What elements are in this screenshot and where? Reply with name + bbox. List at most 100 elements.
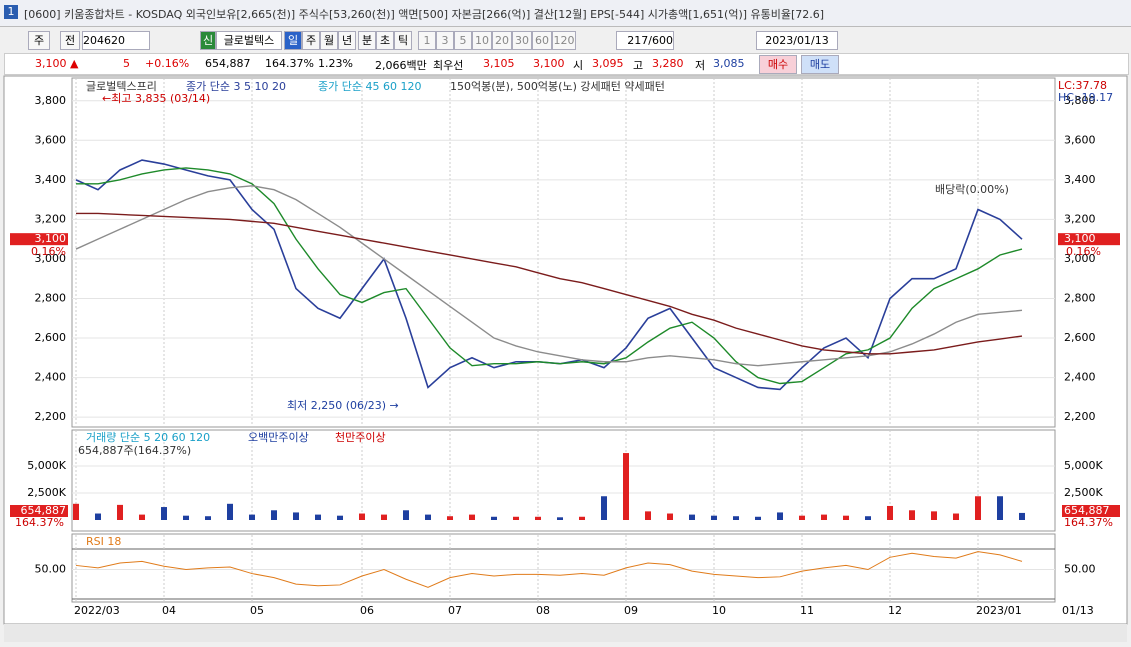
year-tab[interactable]: 년 xyxy=(338,31,356,50)
toolbar: 주 전 204620 신 글로벌텍스 일 주 월 년 분 초 틱 1 3 5 1… xyxy=(0,28,1131,52)
scrollbar[interactable] xyxy=(4,624,1127,642)
y-tick-label-right: 2,400 xyxy=(1064,371,1096,384)
series-line xyxy=(75,551,1023,588)
current-price-box xyxy=(10,233,68,246)
rsi-panel xyxy=(71,533,1056,603)
volume-bar xyxy=(491,516,497,520)
volume-bar xyxy=(95,513,101,520)
change: 5 xyxy=(123,57,130,70)
high: 3,280 xyxy=(652,57,684,70)
interval-20[interactable]: 20 xyxy=(492,31,512,50)
volume-bar xyxy=(887,505,893,520)
volume-bar xyxy=(1019,512,1025,520)
volume-legend: 천만주이상 xyxy=(335,430,386,444)
low-label: 저 xyxy=(695,59,706,72)
current-volume-right: 654,887 xyxy=(1064,504,1110,517)
price-panel xyxy=(71,77,1056,428)
count-input[interactable]: 217/600 xyxy=(616,31,674,50)
y-tick-label-right: 3,200 xyxy=(1064,212,1096,225)
y-tick-label: 3,600 xyxy=(35,133,67,146)
x-tick-label: 09 xyxy=(624,604,638,617)
y-tick-label-right: 2,600 xyxy=(1064,331,1096,344)
high-note: ←최고 3,835 (03/14) xyxy=(102,92,210,105)
volume-bar xyxy=(359,513,365,520)
y-tick-label: 3,200 xyxy=(35,212,67,225)
prev-button[interactable]: 전 xyxy=(60,31,80,50)
volume-subtitle: 654,887주(164.37%) xyxy=(78,444,191,457)
amount: 2,066백만 xyxy=(375,59,427,72)
volume-bar xyxy=(227,503,233,520)
y-tick-label-right: 3,000 xyxy=(1064,252,1096,265)
y-tick-label: 2,800 xyxy=(35,291,67,304)
x-tick-label: 08 xyxy=(536,604,550,617)
volume-bar xyxy=(953,513,959,520)
volume-bar xyxy=(513,516,519,520)
x-tick-label: 10 xyxy=(712,604,726,617)
volume-bar xyxy=(447,516,453,520)
rsi-title: RSI 18 xyxy=(86,535,121,548)
y-tick-label: 2,200 xyxy=(35,410,67,423)
volume: 654,887 xyxy=(205,57,251,70)
y-tick-label: 2,500K xyxy=(27,486,66,499)
volume-bar xyxy=(249,514,255,520)
interval-120[interactable]: 120 xyxy=(552,31,576,50)
interval-1[interactable]: 1 xyxy=(418,31,436,50)
y-tick-label: 2,600 xyxy=(35,331,67,344)
volume-bar xyxy=(975,496,981,520)
hc-label: HC:-19.17 xyxy=(1058,91,1113,104)
y-tick-label: 5,000K xyxy=(27,459,66,472)
quote-row: 3,100 ▲ 5 +0.16% 654,887 164.37% 1.23% 2… xyxy=(4,53,1129,75)
volume-bar xyxy=(117,504,123,520)
new-badge[interactable]: 신 xyxy=(200,31,216,50)
current-volume-box xyxy=(1062,505,1120,517)
series-line xyxy=(76,167,1023,385)
title-bar: 1 [0600] 키움종합차트 - KOSDAQ 외국인보유[2,665(천)]… xyxy=(0,0,1131,27)
day-tab[interactable]: 일 xyxy=(284,31,302,50)
volume-bar xyxy=(205,516,211,520)
tick-tab[interactable]: 틱 xyxy=(394,31,412,50)
y-tick-label: 3,800 xyxy=(35,94,67,107)
month-tab[interactable]: 월 xyxy=(320,31,338,50)
volume-ratio-right: 164.37% xyxy=(1064,516,1113,529)
volume-bar xyxy=(755,516,761,520)
volume-bar xyxy=(799,515,805,520)
interval-10[interactable]: 10 xyxy=(472,31,492,50)
volume-bar xyxy=(557,517,563,520)
interval-30[interactable]: 30 xyxy=(512,31,532,50)
date-input[interactable]: 2023/01/13 xyxy=(756,31,838,50)
minute-tab[interactable]: 분 xyxy=(358,31,376,50)
code-input[interactable]: 204620 xyxy=(82,31,150,50)
week-tab[interactable]: 주 xyxy=(302,31,320,50)
volume-legend: 오백만주이상 xyxy=(248,431,309,444)
period-select[interactable]: 주 xyxy=(28,31,50,50)
current-volume: 654,887 xyxy=(21,504,67,517)
open-label: 시 xyxy=(573,59,584,72)
volume-ratio: 164.37% xyxy=(15,516,64,529)
y-tick-label: 50.00 xyxy=(35,563,67,576)
buy-button[interactable]: 매수 xyxy=(759,55,797,74)
volume-bar xyxy=(337,515,343,520)
lc-label: LC:37.78 xyxy=(1058,79,1107,92)
volume-bar xyxy=(645,511,651,520)
price-legend: 종가 단순 45 60 120 xyxy=(318,80,421,93)
volume-bar xyxy=(161,507,167,520)
low: 3,085 xyxy=(713,57,745,70)
interval-60[interactable]: 60 xyxy=(532,31,552,50)
volume-bar xyxy=(293,512,299,520)
stock-name[interactable]: 글로벌텍스 xyxy=(216,31,282,50)
current-volume-box xyxy=(10,505,68,517)
volume-ratio: 164.37% xyxy=(265,57,314,70)
volume-bar xyxy=(403,510,409,520)
current-price-box xyxy=(1058,233,1120,246)
volume-bar xyxy=(843,515,849,520)
volume-bar xyxy=(271,510,277,520)
bid: 3,100 xyxy=(533,57,565,70)
y-tick-label-right: 3,800 xyxy=(1064,94,1096,107)
interval-3[interactable]: 3 xyxy=(436,31,454,50)
interval-5[interactable]: 5 xyxy=(454,31,472,50)
sell-button[interactable]: 매도 xyxy=(801,55,839,74)
y-tick-label-right: 2,500K xyxy=(1064,486,1103,499)
second-tab[interactable]: 초 xyxy=(376,31,394,50)
volume-bar xyxy=(425,514,431,520)
